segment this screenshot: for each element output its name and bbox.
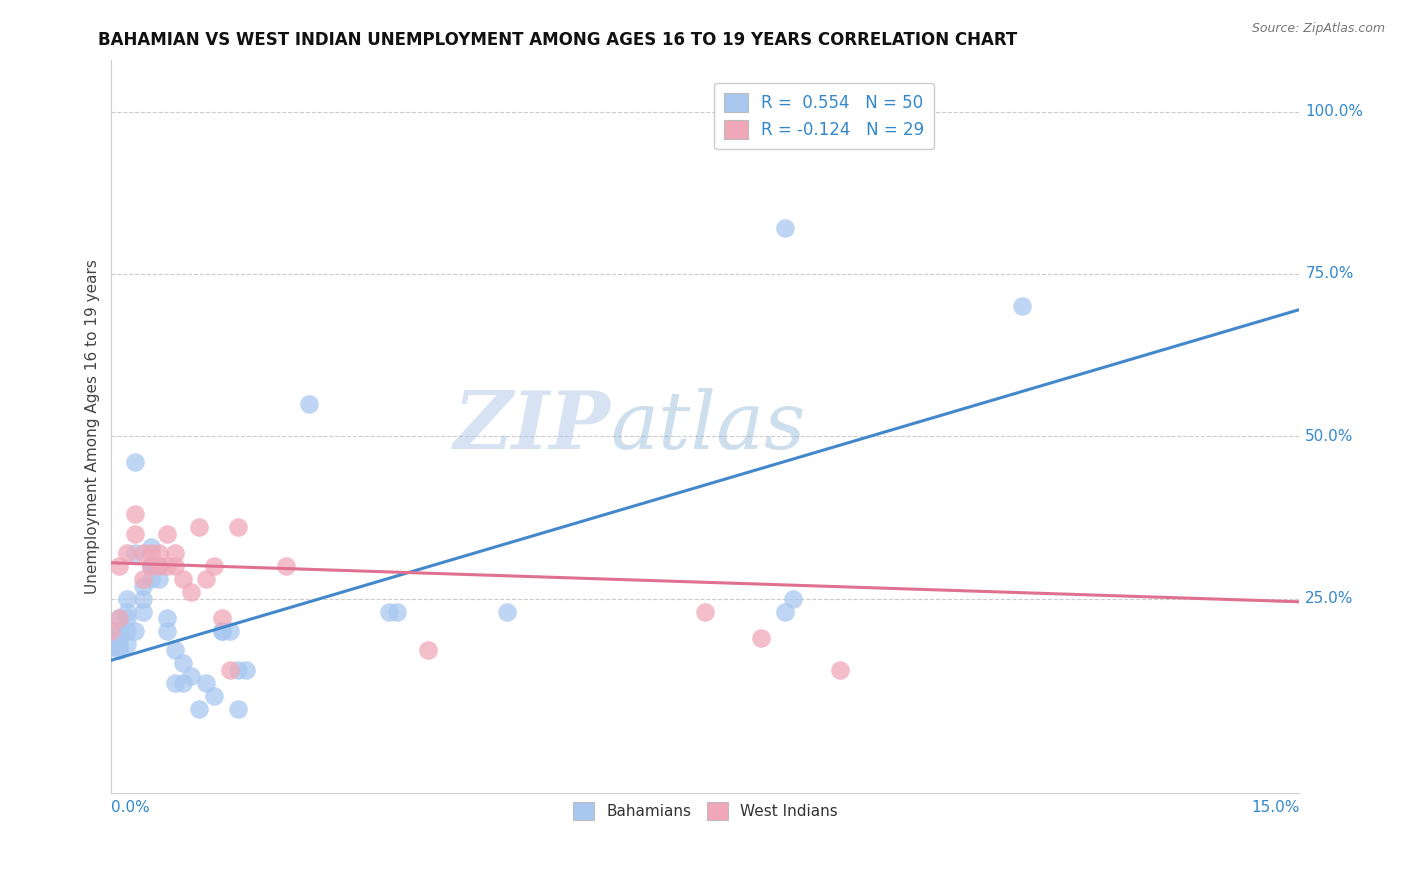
Point — [124, 546, 146, 560]
Point — [385, 605, 408, 619]
Point — [148, 572, 170, 586]
Point — [163, 559, 186, 574]
Point — [117, 624, 139, 638]
Point — [139, 559, 162, 574]
Point — [211, 624, 233, 638]
Point — [749, 631, 772, 645]
Point — [156, 624, 179, 638]
Point — [117, 591, 139, 606]
Point — [172, 657, 194, 671]
Point — [148, 559, 170, 574]
Point — [132, 578, 155, 592]
Point — [202, 559, 225, 574]
Point — [124, 507, 146, 521]
Point — [235, 663, 257, 677]
Legend: Bahamians, West Indians: Bahamians, West Indians — [567, 797, 844, 826]
Point — [163, 676, 186, 690]
Point — [139, 572, 162, 586]
Point — [156, 526, 179, 541]
Point — [211, 624, 233, 638]
Point — [202, 689, 225, 703]
Point — [226, 520, 249, 534]
Text: 75.0%: 75.0% — [1305, 267, 1354, 281]
Point — [117, 546, 139, 560]
Point — [828, 663, 851, 677]
Point — [773, 605, 796, 619]
Point — [298, 397, 321, 411]
Point — [156, 559, 179, 574]
Point — [219, 624, 242, 638]
Point — [782, 591, 804, 606]
Point — [187, 520, 209, 534]
Text: atlas: atlas — [610, 388, 806, 466]
Point — [219, 663, 242, 677]
Point — [108, 611, 131, 625]
Point — [132, 591, 155, 606]
Point — [108, 559, 131, 574]
Point — [1011, 299, 1033, 313]
Point — [100, 633, 122, 648]
Point — [108, 637, 131, 651]
Point — [108, 624, 131, 638]
Text: 50.0%: 50.0% — [1305, 429, 1354, 443]
Text: Source: ZipAtlas.com: Source: ZipAtlas.com — [1251, 22, 1385, 36]
Point — [695, 605, 717, 619]
Point — [139, 559, 162, 574]
Point — [117, 637, 139, 651]
Point — [226, 702, 249, 716]
Y-axis label: Unemployment Among Ages 16 to 19 years: Unemployment Among Ages 16 to 19 years — [86, 259, 100, 594]
Text: 100.0%: 100.0% — [1305, 104, 1364, 119]
Point — [148, 559, 170, 574]
Text: 15.0%: 15.0% — [1251, 800, 1299, 814]
Point — [139, 546, 162, 560]
Point — [418, 643, 440, 657]
Point — [108, 640, 131, 655]
Text: BAHAMIAN VS WEST INDIAN UNEMPLOYMENT AMONG AGES 16 TO 19 YEARS CORRELATION CHART: BAHAMIAN VS WEST INDIAN UNEMPLOYMENT AMO… — [98, 31, 1018, 49]
Point — [274, 559, 297, 574]
Point — [108, 611, 131, 625]
Point — [172, 676, 194, 690]
Point — [139, 559, 162, 574]
Point — [148, 546, 170, 560]
Point — [187, 702, 209, 716]
Point — [172, 572, 194, 586]
Point — [117, 611, 139, 625]
Point — [100, 624, 122, 638]
Point — [108, 643, 131, 657]
Point — [211, 611, 233, 625]
Point — [195, 572, 218, 586]
Text: 0.0%: 0.0% — [111, 800, 150, 814]
Point — [180, 669, 202, 683]
Point — [132, 605, 155, 619]
Text: ZIP: ZIP — [454, 388, 610, 466]
Point — [377, 605, 399, 619]
Point — [180, 585, 202, 599]
Point — [496, 605, 519, 619]
Point — [226, 663, 249, 677]
Point — [132, 546, 155, 560]
Point — [124, 526, 146, 541]
Point — [139, 559, 162, 574]
Point — [117, 605, 139, 619]
Point — [132, 572, 155, 586]
Point — [124, 455, 146, 469]
Point — [108, 627, 131, 641]
Point — [195, 676, 218, 690]
Point — [163, 546, 186, 560]
Text: 25.0%: 25.0% — [1305, 591, 1354, 606]
Point — [100, 640, 122, 655]
Point — [139, 540, 162, 554]
Point — [773, 221, 796, 235]
Point — [163, 643, 186, 657]
Point — [124, 624, 146, 638]
Point — [156, 611, 179, 625]
